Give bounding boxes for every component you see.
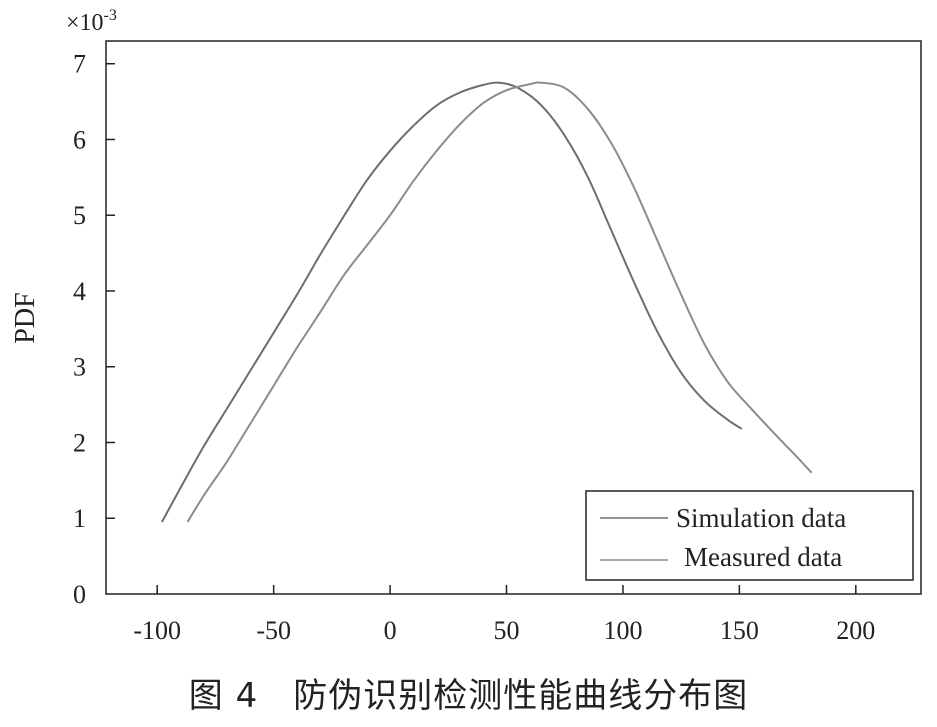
legend-box [585,490,914,581]
series-layer [161,81,813,523]
x-tick-label: 0 [384,616,397,645]
pdf-line-chart: 0 1 2 3 4 5 6 7 -100 -50 0 50 100 150 200 PDF ×10-3 S… [10,7,922,645]
y-tick-label: 7 [73,50,86,79]
x-tick-label: 50 [494,616,520,645]
x-tick-label: 150 [720,616,759,645]
legend-label-simulation: Simulation data [676,503,846,533]
measured-data-line [186,81,813,523]
y-tick-label: 1 [73,504,86,533]
x-tick-label: -50 [256,616,291,645]
y-tick-label: 3 [73,353,86,382]
y-axis-label: PDF [10,292,41,343]
x-tick-label: 200 [836,616,875,645]
x-tick-label: 100 [603,616,642,645]
x-axis: -100 -50 0 50 100 150 200 [133,585,875,645]
y-tick-label: 0 [73,580,86,609]
y-tick-label: 2 [73,428,86,457]
y-tick-label: 5 [73,201,86,230]
y-multiplier-exponent: -3 [104,7,117,24]
plot-area-frame [105,40,922,595]
legend-label-measured: Measured data [684,542,842,572]
y-axis-multiplier: ×10-3 [66,7,117,36]
x-tick-label: -100 [133,616,181,645]
simulation-data-line [161,81,743,523]
y-tick-label: 6 [73,125,86,154]
y-axis: 0 1 2 3 4 5 6 7 [73,50,115,609]
y-multiplier-base: ×10 [66,10,104,36]
y-tick-label: 4 [73,277,86,306]
figure-caption: 图 4 防伪识别检测性能曲线分布图 [188,676,749,716]
legend: Simulation data Measured data [585,490,914,581]
